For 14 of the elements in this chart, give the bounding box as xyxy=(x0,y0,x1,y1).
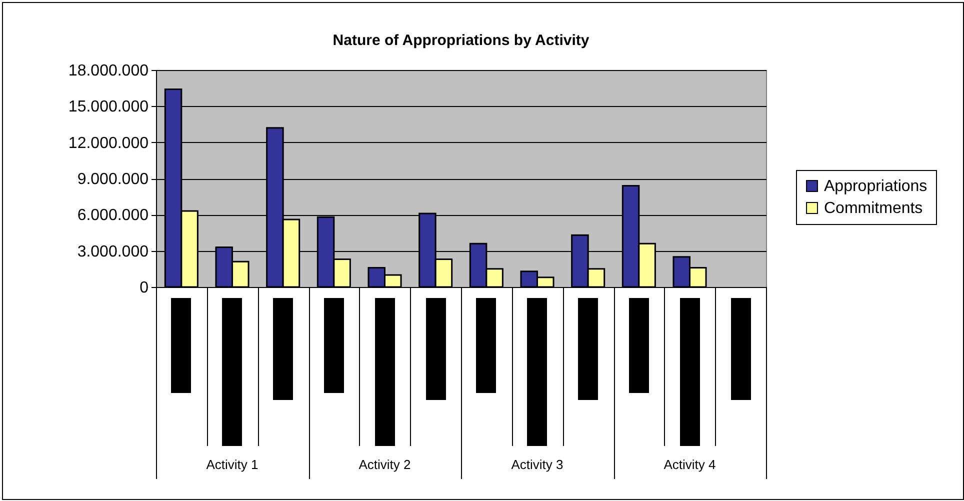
y-tick-label: 15.000.000 xyxy=(68,98,149,116)
y-tick-label: 18.000.000 xyxy=(68,62,149,80)
y-tick-label: 6.000.000 xyxy=(77,207,149,224)
y-tick-label: 12.000.000 xyxy=(68,134,149,152)
text: Activity 1 xyxy=(205,457,260,472)
text: Activity 2 xyxy=(358,457,412,472)
text: Activity 4 xyxy=(662,457,717,472)
legend-label: Commitments xyxy=(824,200,923,217)
y-tick-label: 3.000.000 xyxy=(77,243,149,260)
text: Activity 3 xyxy=(510,457,564,472)
legend-label: Appropriations xyxy=(824,178,928,195)
y-tick-label: 0 xyxy=(140,280,149,296)
y-tick-label: 9.000.000 xyxy=(77,171,149,188)
chart-title: Nature of Appropriations by Activity xyxy=(332,32,590,49)
